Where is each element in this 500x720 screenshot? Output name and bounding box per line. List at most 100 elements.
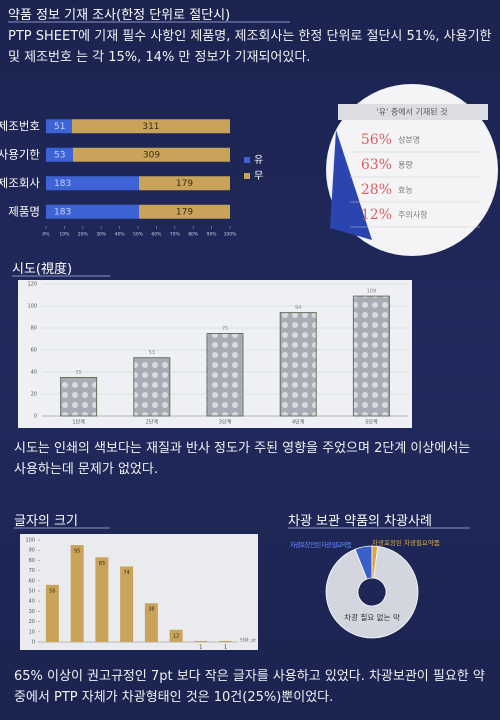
x-tick-label: 20%	[78, 232, 89, 238]
data-label: 1	[224, 644, 227, 650]
x-tick-label: 10%	[59, 232, 70, 238]
data-label: 38	[148, 607, 154, 613]
callout-label: 용량	[398, 160, 413, 170]
data-label: 53	[149, 350, 155, 356]
legend-swatch	[244, 157, 250, 163]
data-label: 311	[142, 122, 159, 132]
paragraph: 시도는 인쇄의 색보다는 재질과 반사 정도가 주된 영향을 주었으며 2단계 …	[14, 441, 471, 477]
y-tick-label: 50	[29, 589, 35, 595]
callout-header	[338, 104, 488, 120]
x-tick-label: 50%	[133, 232, 144, 238]
callout-label: 주의사항	[398, 210, 428, 220]
paragraph: PTP SHEET에 기재 필수 사항인 제품명, 제조회사는 한정 단위로 절…	[8, 29, 492, 65]
data-label: 74	[123, 570, 129, 576]
x-tick-label: 100%	[224, 232, 238, 238]
y-tick-label: 제조회사	[0, 176, 40, 190]
callout-label: 효능	[398, 186, 413, 195]
bar-segment	[46, 119, 72, 134]
bar-segment	[72, 147, 230, 162]
bar	[144, 603, 158, 642]
y-tick-label: 120	[27, 282, 37, 288]
data-label: 179	[176, 207, 193, 217]
data-label: 179	[176, 179, 193, 189]
x-tick-label: 70%	[170, 232, 181, 238]
callout-percent: 28%	[361, 182, 392, 198]
callout-percent: 63%	[361, 157, 392, 173]
y-tick-label: 40	[29, 599, 35, 605]
x-tick-label: 3단계	[219, 419, 232, 426]
x-tick-label: 90%	[207, 232, 218, 238]
slice-label: 차광포장된 차광필요약품	[372, 538, 440, 547]
y-tick-label: 100	[27, 304, 37, 310]
x-tick-label: 5단계	[365, 419, 378, 426]
y-tick-label: 10	[29, 629, 35, 635]
x-tick-label: 2단계	[146, 419, 159, 426]
bar	[219, 640, 233, 642]
callout-circle	[326, 84, 498, 256]
donut-slice	[325, 545, 419, 639]
y-tick-label: 60	[31, 348, 37, 354]
y-tick-label: 20	[31, 392, 37, 398]
legend-label: 무	[254, 171, 263, 182]
bar-segment	[46, 204, 140, 219]
y-tick-label: 60	[29, 578, 35, 584]
y-tick-label: 사용기한	[0, 147, 40, 161]
bar	[194, 640, 208, 642]
data-label: 309	[143, 150, 160, 160]
x-tick-label: 30%	[96, 232, 107, 238]
data-label: 109	[367, 289, 377, 295]
x-tick-label: 80%	[188, 232, 199, 238]
y-tick-label: 100	[25, 538, 35, 544]
data-label: 51	[54, 122, 65, 132]
y-tick-label: 40	[31, 370, 37, 376]
data-label: 94	[295, 305, 301, 311]
data-label: 75	[222, 326, 228, 332]
y-tick-label: 70	[29, 568, 35, 574]
bar-segment	[71, 119, 230, 134]
paragraph: 65% 이상이 권고규정인 7pt 보다 작은 글자를 사용하고 있었다. 차광…	[14, 669, 485, 705]
data-label: 1	[199, 644, 202, 650]
section-title: 글자의 크기	[14, 514, 78, 529]
callout-wedge	[330, 130, 372, 240]
bar-segment	[139, 176, 230, 191]
data-label: 53	[54, 150, 65, 160]
data-label: 95	[74, 549, 80, 555]
bar	[169, 629, 183, 642]
bar	[60, 377, 98, 417]
chart-panel	[20, 534, 258, 650]
data-label: 183	[54, 179, 71, 189]
bar	[133, 357, 171, 417]
section-title: 차광 보관 약품의 차광사례	[288, 514, 432, 529]
y-tick-label: 0	[32, 640, 35, 646]
slice-label: 차광포장 안된 차광 필요약품	[290, 540, 352, 549]
y-tick-label: 0	[34, 414, 37, 420]
legend-swatch	[244, 173, 250, 179]
bar-segment	[46, 176, 140, 191]
callout-label: 성분명	[398, 135, 420, 145]
section-title: 약품 정보 기재 조사(한정 단위로 절단시)	[8, 8, 231, 23]
data-label: 183	[54, 207, 71, 217]
x-axis-label: 단위: pt	[240, 637, 256, 644]
y-tick-label: 제조번호	[0, 119, 40, 133]
data-label: 35	[75, 370, 81, 376]
bar	[279, 312, 317, 417]
data-label: 12	[173, 633, 179, 639]
bar-segment	[46, 147, 73, 162]
x-tick-label: 1단계	[72, 419, 85, 426]
x-tick-label: 0%	[42, 232, 50, 238]
y-tick-label: 제품명	[8, 204, 40, 218]
x-tick-label: 60%	[151, 232, 162, 238]
section-title: 시도(視度)	[12, 262, 73, 277]
data-label: 83	[99, 561, 105, 567]
bar	[206, 333, 244, 417]
bar	[45, 584, 59, 642]
y-tick-label: 80	[31, 326, 37, 332]
callout-percent: 12%	[361, 207, 392, 223]
bar	[70, 545, 84, 642]
y-tick-label: 80	[29, 558, 35, 564]
y-tick-label: 90	[29, 548, 35, 554]
legend-label: 유	[254, 154, 263, 166]
callout-title: '유' 중에서 기재된 것	[377, 107, 448, 117]
